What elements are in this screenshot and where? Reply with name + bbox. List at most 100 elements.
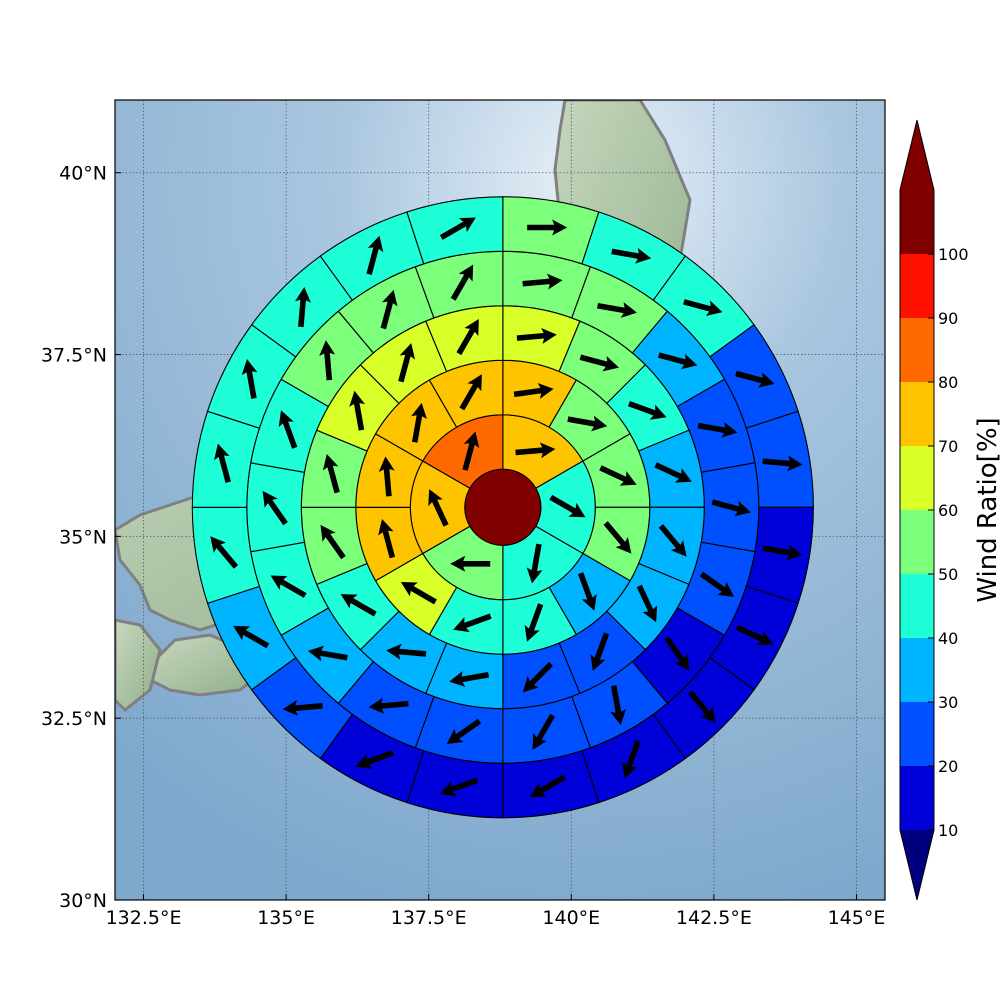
land-kyushu (115, 618, 162, 713)
colorbar-tick-label: 30 (938, 693, 958, 712)
x-tick-label: 142.5°E (676, 907, 752, 929)
wind-vector-arrow (340, 594, 377, 617)
colorbar-segment (900, 254, 934, 318)
colorbar-tick-label: 100 (938, 245, 969, 264)
sector-layer (191, 196, 814, 819)
wind-vector-arrow (319, 340, 336, 381)
wind-vector-arrow (658, 352, 698, 370)
wind-vector-arrow (578, 572, 597, 611)
wind-vector-arrow (597, 302, 637, 318)
colorbar-segment (900, 638, 934, 702)
colorbar-tick-label: 10 (938, 821, 958, 840)
wind-vector-arrow (400, 581, 437, 605)
wind-vector-arrow (386, 643, 427, 660)
wind-vector-arrow (446, 718, 482, 745)
wind-vector-arrow (683, 299, 723, 317)
axes-frame (114, 99, 886, 901)
wind-vector-arrow (322, 453, 340, 494)
wind-vector-arrow (307, 645, 348, 662)
wind-vector-arrow (459, 374, 482, 411)
y-tick-label: 30°N (59, 890, 107, 912)
y-tick-label: 40°N (59, 163, 107, 185)
wind-vector-arrow (567, 415, 608, 432)
wind-vector-arrow (295, 287, 311, 328)
wind-vector-arrow (449, 671, 490, 687)
wind-vector-arrow (524, 603, 544, 642)
colorbar-tick-label: 70 (938, 437, 958, 456)
wind-vector-arrow (355, 750, 395, 769)
x-tick-label: 145°E (828, 907, 886, 929)
colorbar-extend-max (900, 120, 934, 190)
colorbar-segment (900, 510, 934, 574)
wind-vector-arrow (658, 524, 687, 557)
wind-vector-arrow (378, 456, 395, 497)
wind-vector-arrow (278, 410, 298, 449)
wind-vector-arrow (439, 217, 476, 240)
wind-vector-arrow (453, 613, 492, 633)
wind-vector-arrow (366, 235, 384, 275)
colorbar-segment (900, 702, 934, 766)
wind-vector-arrow (611, 247, 652, 264)
wind-vector-arrow (762, 544, 803, 561)
wind-vector-arrow (262, 490, 288, 526)
wind-vector-arrow (664, 636, 690, 671)
colorbar-tick-label: 20 (938, 757, 958, 776)
wind-vector-arrow (627, 400, 667, 420)
wind-vector-arrow (450, 555, 491, 572)
wind-vector-arrow (610, 685, 626, 726)
center-cell (464, 468, 542, 546)
wind-vector-arrow (450, 264, 474, 301)
x-tick-label: 137.5°E (391, 907, 467, 929)
wind-vector-arrow (241, 358, 258, 399)
wind-vector-arrow (697, 422, 738, 438)
wind-vector-arrow (622, 739, 641, 779)
wind-vector-arrow (522, 273, 563, 290)
colorbar-segment (900, 318, 934, 382)
wind-vector-layer (210, 217, 803, 798)
wind-vector-arrow (282, 700, 323, 716)
wind-vector-arrow (599, 465, 637, 486)
wind-vector-arrow (636, 584, 658, 623)
wind-vector-arrow (513, 382, 554, 399)
colorbar-segment (900, 446, 934, 510)
wind-vector-arrow (210, 536, 239, 569)
wind-vector-arrow (603, 521, 632, 554)
wind-vector-arrow (549, 494, 586, 518)
axis-ticks: 132.5°E 135°E 137.5°E 140°E 142.5°E 145°E 30°N… (41, 163, 885, 929)
wind-vector-arrow (456, 319, 479, 356)
wind-vector-arrow (515, 442, 556, 459)
colorbar-segment (900, 766, 934, 830)
colorbar-tick-label: 50 (938, 565, 958, 584)
colorbar-extend-min (900, 830, 934, 900)
wind-vector-arrow (378, 518, 396, 559)
wind-vector-arrow (654, 462, 692, 483)
y-tick-label: 37.5°N (41, 345, 107, 367)
wind-vector-arrow (579, 354, 619, 372)
wind-vector-arrow (590, 632, 610, 671)
x-tick-label: 135°E (257, 907, 315, 929)
wind-vector-arrow (398, 343, 416, 383)
wind-vector-arrow (522, 662, 553, 693)
colorbar-segment (900, 382, 934, 446)
wind-vector-arrow (233, 625, 270, 649)
wind-vector-arrow (380, 289, 398, 330)
wind-vector-arrow (711, 499, 751, 517)
wind-vector-arrow (214, 443, 231, 484)
colorbar: 10 20 30 40 50 60 70 80 90 100 Wind Ratio[%] (899, 119, 1000, 901)
x-tick-label: 140°E (542, 907, 600, 929)
wind-vector-arrow (762, 455, 803, 472)
wind-vector-arrow (349, 390, 365, 431)
wind-vector-arrow (526, 543, 543, 584)
wind-vector-arrow (532, 713, 555, 750)
wind-vector-arrow (516, 327, 557, 344)
wind-vector-arrow (688, 690, 716, 723)
wind-vector-arrow (270, 575, 307, 598)
wind-vector-arrow (462, 431, 480, 471)
colorbar-tick-label: 60 (938, 501, 958, 520)
colorbar-segment (900, 190, 934, 254)
wind-vector-arrow (529, 774, 566, 798)
x-tick-label: 132.5°E (106, 907, 182, 929)
wind-vector-arrow (735, 624, 774, 646)
colorbar-tick-label: 40 (938, 629, 958, 648)
